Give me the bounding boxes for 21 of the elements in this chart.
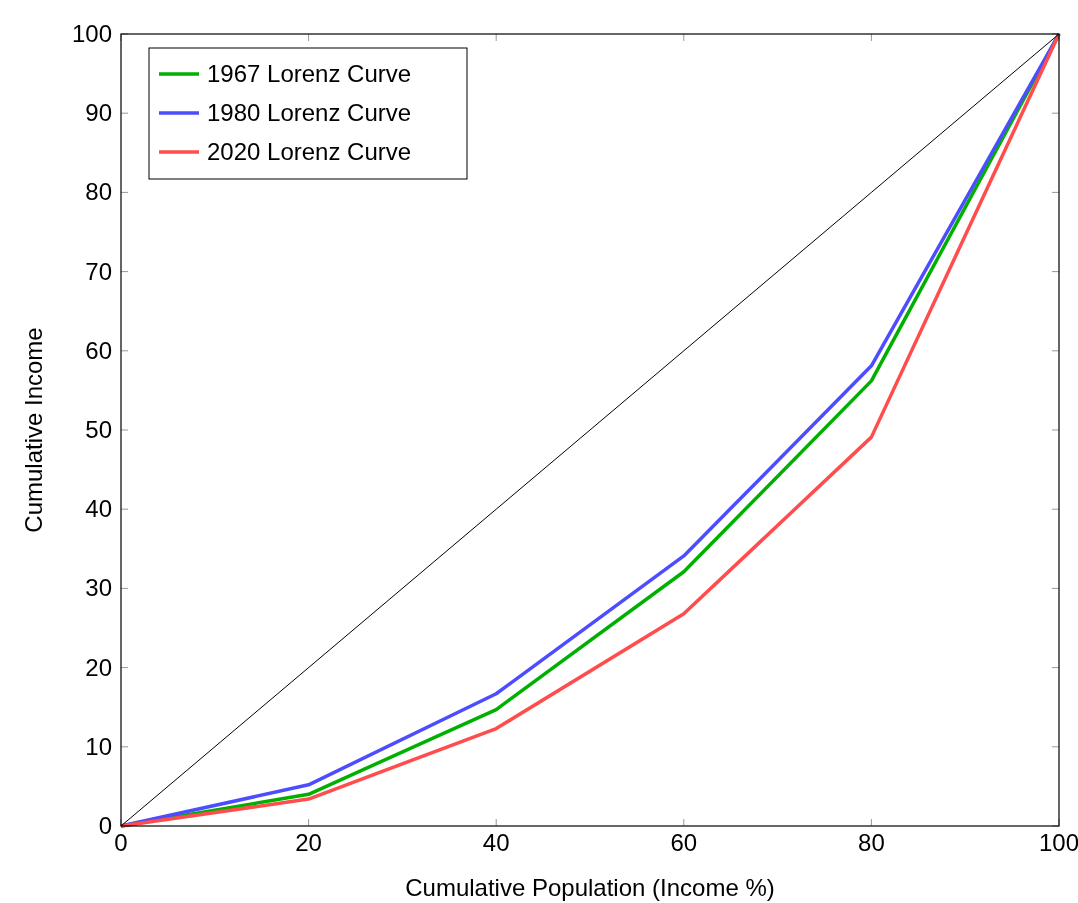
x-tick-label: 100 <box>1038 829 1078 856</box>
x-tick-label: 80 <box>858 829 885 856</box>
x-tick-label: 60 <box>670 829 698 856</box>
y-tick-label: 10 <box>85 732 112 760</box>
x-tick-label: 40 <box>482 829 510 856</box>
y-tick-label: 30 <box>85 574 112 602</box>
legend-label: 1980 Lorenz Curve <box>207 99 412 126</box>
y-tick-label: 40 <box>85 495 112 523</box>
y-tick-label: 0 <box>98 812 112 839</box>
legend-label: 1967 Lorenz Curve <box>207 60 412 87</box>
y-tick-label: 20 <box>85 653 112 681</box>
y-tick-label: 60 <box>85 336 112 364</box>
y-axis-title: Cumulative Income <box>20 327 47 533</box>
x-axis-title: Cumulative Population (Income %) <box>405 874 775 901</box>
y-tick-label: 100 <box>71 20 112 47</box>
legend-label: 2020 Lorenz Curve <box>207 138 412 165</box>
y-tick-label: 80 <box>85 178 112 206</box>
x-tick-label: 20 <box>295 829 322 856</box>
y-tick-label: 50 <box>85 416 112 443</box>
y-tick-label: 90 <box>85 99 112 127</box>
y-tick-label: 70 <box>85 257 112 285</box>
